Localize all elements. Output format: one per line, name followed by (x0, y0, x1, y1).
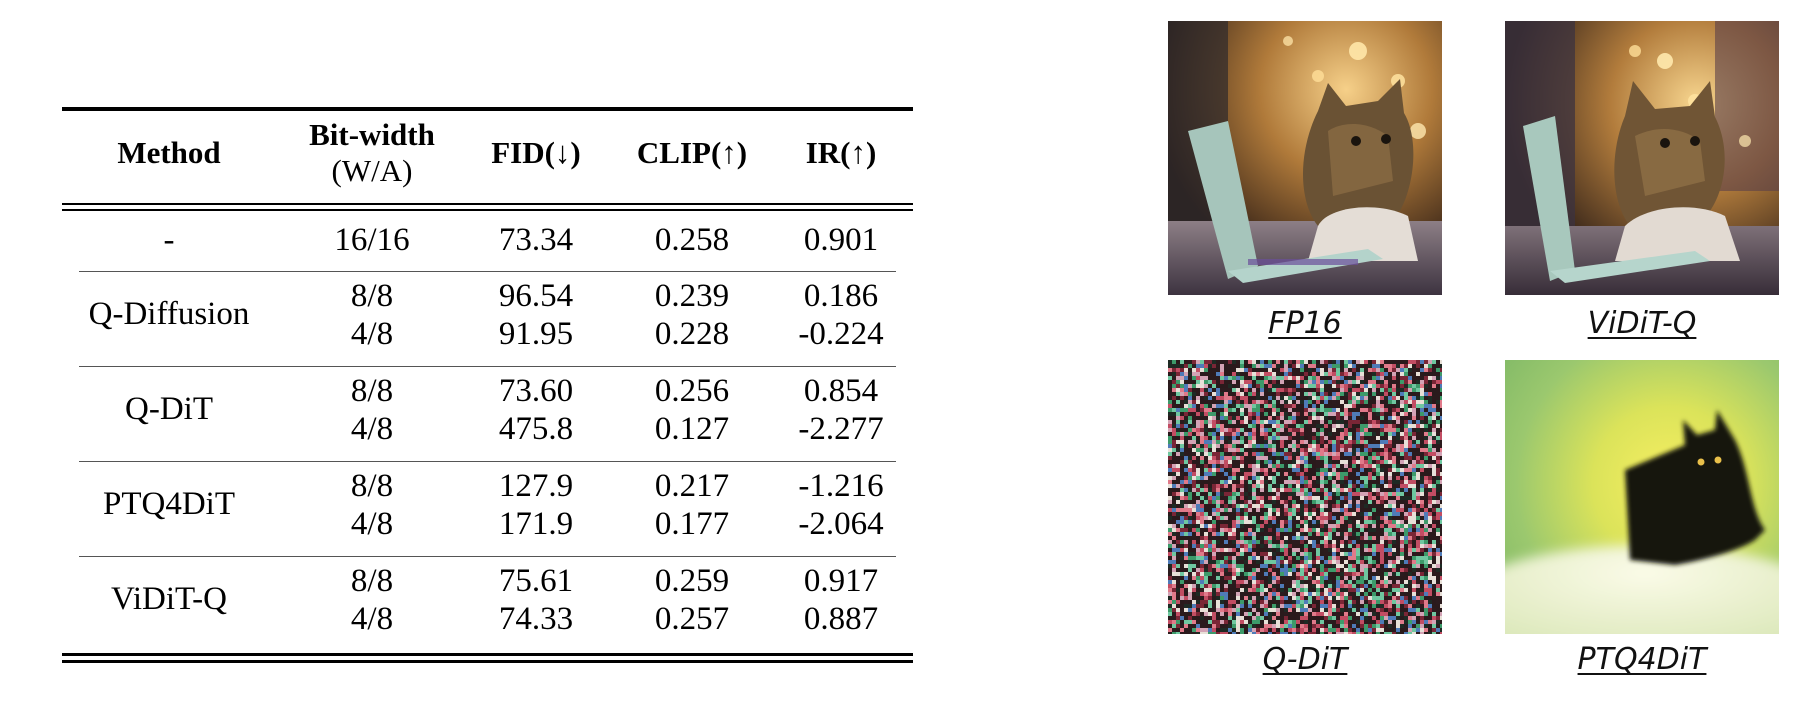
fid-cell: 73.34 (498, 222, 574, 258)
sample-caption-ptq4dit: PTQ4DiT (1577, 642, 1707, 677)
header-clip: CLIP(↑) (636, 135, 748, 170)
bits-cell: 16/16 (334, 222, 410, 258)
bottom-rule-1 (62, 653, 913, 656)
header-fid: FID(↓) (491, 135, 581, 170)
clip-cell: 0.239 (654, 278, 730, 314)
clip-cell: 0.127 (654, 411, 730, 447)
method-cell: ViDiT-Q (111, 581, 227, 617)
method-cell: - (163, 222, 175, 258)
bottom-rule-2 (62, 660, 913, 663)
ir-cell: 0.887 (803, 601, 879, 637)
group-divider (79, 271, 896, 273)
group-divider (79, 366, 896, 368)
header-bitwidth: Bit-width (W/A) (309, 117, 435, 188)
bits-cell: 8/8 (350, 468, 394, 504)
fid-cell: 96.54 (498, 278, 574, 314)
sample-caption-vidit-q: ViDiT-Q (1587, 306, 1697, 341)
clip-cell: 0.258 (654, 222, 730, 258)
clip-cell: 0.257 (654, 601, 730, 637)
bits-cell: 4/8 (350, 411, 394, 447)
ir-cell: -2.277 (798, 411, 884, 447)
clip-cell: 0.217 (654, 468, 730, 504)
clip-cell: 0.177 (654, 506, 730, 542)
bits-cell: 8/8 (350, 563, 394, 599)
header-method: Method (117, 135, 221, 170)
ir-cell: 0.901 (803, 222, 879, 258)
top-rule (62, 107, 913, 111)
sample-image-ptq4dit (1505, 360, 1779, 634)
noise-image (1168, 360, 1442, 634)
fid-cell: 91.95 (498, 316, 574, 352)
bits-cell: 4/8 (350, 316, 394, 352)
cat-photo-image (1168, 21, 1442, 295)
bits-cell: 4/8 (350, 601, 394, 637)
blurry-silhouette-image (1505, 360, 1779, 634)
sample-caption-q-dit: Q-DiT (1262, 642, 1348, 677)
ir-cell: 0.917 (803, 563, 879, 599)
sample-caption-fp16: FP16 (1268, 306, 1342, 341)
sample-image-fp16 (1168, 21, 1442, 295)
header-ir: IR(↑) (805, 135, 877, 170)
fid-cell: 475.8 (498, 411, 574, 447)
group-divider (79, 461, 896, 463)
fid-cell: 74.33 (498, 601, 574, 637)
cat-photo-image (1505, 21, 1779, 295)
group-divider (79, 556, 896, 558)
header-rule-2 (62, 209, 913, 211)
method-cell: Q-Diffusion (88, 296, 250, 332)
fid-cell: 171.9 (498, 506, 574, 542)
ir-cell: -2.064 (798, 506, 884, 542)
fid-cell: 75.61 (498, 563, 574, 599)
fid-cell: 127.9 (498, 468, 574, 504)
header-rule-1 (62, 203, 913, 205)
fid-cell: 73.60 (498, 373, 574, 409)
sample-image-vidit-q (1505, 21, 1779, 295)
clip-cell: 0.256 (654, 373, 730, 409)
method-cell: Q-DiT (125, 391, 213, 427)
sample-image-q-dit (1168, 360, 1442, 634)
ir-cell: 0.854 (803, 373, 879, 409)
method-cell: PTQ4DiT (103, 486, 235, 522)
bits-cell: 8/8 (350, 278, 394, 314)
clip-cell: 0.259 (654, 563, 730, 599)
bits-cell: 4/8 (350, 506, 394, 542)
ir-cell: 0.186 (803, 278, 879, 314)
bits-cell: 8/8 (350, 373, 394, 409)
ir-cell: -1.216 (798, 468, 884, 504)
clip-cell: 0.228 (654, 316, 730, 352)
ir-cell: -0.224 (798, 316, 884, 352)
